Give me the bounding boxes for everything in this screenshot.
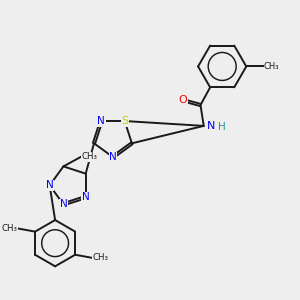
Text: N: N (59, 199, 67, 209)
Text: H: H (218, 122, 225, 133)
Text: N: N (109, 152, 117, 162)
Text: O: O (178, 95, 187, 105)
Text: N: N (82, 192, 90, 202)
Text: CH₃: CH₃ (2, 224, 17, 233)
Text: N: N (46, 180, 53, 190)
Text: N: N (98, 116, 105, 126)
Text: CH₃: CH₃ (93, 254, 109, 262)
Text: CH₃: CH₃ (81, 152, 97, 161)
Text: N: N (207, 121, 215, 131)
Text: S: S (121, 116, 128, 126)
Text: CH₃: CH₃ (264, 62, 280, 71)
